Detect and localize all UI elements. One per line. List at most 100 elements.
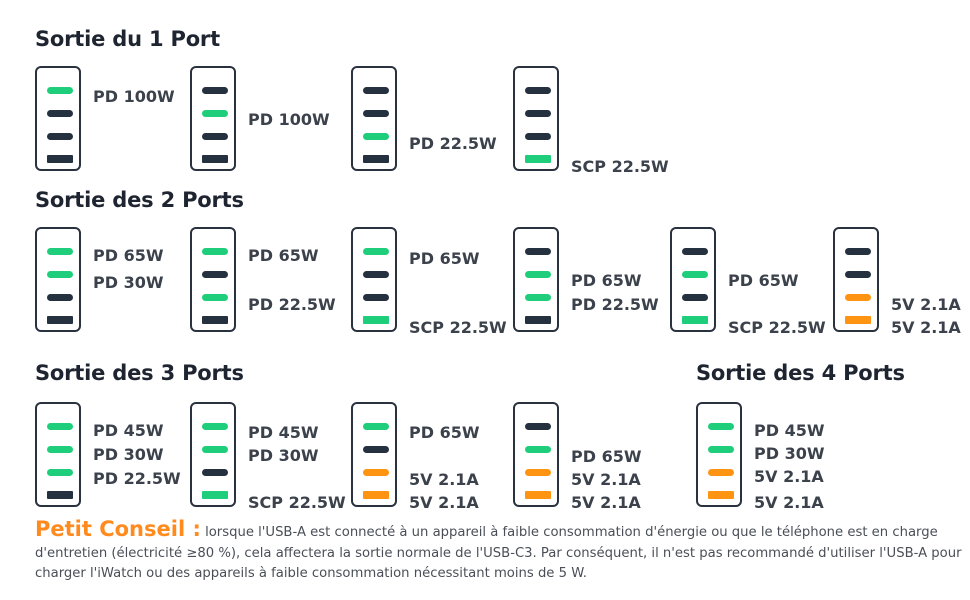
port-output-label: SCP 22.5W [728, 318, 826, 337]
port-output-label: 5V 2.1A [891, 295, 961, 314]
port-output-label: 5V 2.1A [409, 470, 479, 489]
usb-a-port-slot [525, 316, 551, 324]
usb-a-port-slot [47, 491, 73, 499]
port-output-label: PD 65W [728, 271, 799, 290]
section-title-3-ports: Sortie des 3 Ports [35, 361, 244, 385]
usb-c2-port-slot [682, 271, 708, 278]
charger-3 [351, 66, 397, 171]
port-output-label: PD 100W [248, 110, 330, 129]
port-output-label: PD 45W [754, 421, 825, 440]
port-output-label: PD 30W [248, 446, 319, 465]
port-output-label: PD 45W [248, 423, 319, 442]
usb-c1-port-slot [47, 423, 73, 430]
charger-7 [351, 227, 397, 332]
usb-c2-port-slot [202, 446, 228, 453]
usb-a-port-slot [845, 316, 871, 324]
usb-c2-port-slot [363, 110, 389, 117]
charger-4 [513, 66, 559, 171]
usb-a-port-slot [682, 316, 708, 324]
usb-c3-port-slot [363, 294, 389, 301]
usb-c3-port-slot [525, 469, 551, 476]
usb-c2-port-slot [363, 446, 389, 453]
usb-c1-port-slot [47, 248, 73, 255]
usb-a-port-slot [202, 491, 228, 499]
charger-2 [190, 66, 236, 171]
usb-a-port-slot [47, 155, 73, 163]
usb-c3-port-slot [363, 133, 389, 140]
port-output-label: PD 30W [93, 273, 164, 292]
usb-c2-port-slot [202, 110, 228, 117]
usb-c2-port-slot [525, 271, 551, 278]
usb-c2-port-slot [47, 110, 73, 117]
usb-c3-port-slot [525, 294, 551, 301]
port-output-label: 5V 2.1A [754, 467, 824, 486]
usb-c2-port-slot [708, 446, 734, 453]
tip-text: lorsque l'USB-A est connecté à un appare… [35, 525, 962, 581]
usb-c1-port-slot [202, 423, 228, 430]
charger-1 [35, 66, 81, 171]
usb-c2-port-slot [47, 446, 73, 453]
charger-11 [35, 402, 81, 507]
usb-c3-port-slot [202, 294, 228, 301]
section-title-4-ports: Sortie des 4 Ports [696, 361, 905, 385]
usb-c3-port-slot [708, 469, 734, 476]
usb-c3-port-slot [47, 469, 73, 476]
usb-c1-port-slot [47, 87, 73, 94]
port-output-label: PD 22.5W [93, 469, 181, 488]
section-title-2-ports: Sortie des 2 Ports [35, 188, 244, 212]
usb-c2-port-slot [525, 446, 551, 453]
usb-c3-port-slot [47, 294, 73, 301]
port-output-label: 5V 2.1A [891, 318, 961, 337]
port-output-label: PD 100W [93, 87, 175, 106]
port-output-label: PD 45W [93, 421, 164, 440]
usb-c1-port-slot [525, 248, 551, 255]
charger-12 [190, 402, 236, 507]
usb-c1-port-slot [525, 87, 551, 94]
port-output-label: PD 65W [93, 246, 164, 265]
usb-c3-port-slot [682, 294, 708, 301]
port-output-label: PD 65W [248, 246, 319, 265]
charger-8 [513, 227, 559, 332]
charger-6 [190, 227, 236, 332]
port-output-label: 5V 2.1A [754, 493, 824, 512]
usb-c1-port-slot [363, 87, 389, 94]
usb-a-port-slot [47, 316, 73, 324]
port-output-label: SCP 22.5W [248, 493, 346, 512]
port-output-label: PD 65W [409, 249, 480, 268]
usb-a-port-slot [708, 491, 734, 499]
charger-14 [513, 402, 559, 507]
usb-a-port-slot [363, 316, 389, 324]
port-output-label: PD 65W [409, 423, 480, 442]
usb-c1-port-slot [525, 423, 551, 430]
tip: Petit Conseil : lorsque l'USB-A est conn… [35, 519, 965, 585]
usb-c2-port-slot [202, 271, 228, 278]
charger-15 [696, 402, 742, 507]
usb-c2-port-slot [845, 271, 871, 278]
usb-c3-port-slot [47, 133, 73, 140]
usb-a-port-slot [363, 155, 389, 163]
usb-c2-port-slot [47, 271, 73, 278]
charger-10 [833, 227, 879, 332]
port-output-label: PD 22.5W [409, 134, 497, 153]
usb-c2-port-slot [525, 110, 551, 117]
port-output-label: 5V 2.1A [571, 493, 641, 512]
charger-9 [670, 227, 716, 332]
usb-a-port-slot [525, 155, 551, 163]
port-output-label: PD 22.5W [571, 295, 659, 314]
charger-13 [351, 402, 397, 507]
port-output-label: 5V 2.1A [409, 493, 479, 512]
port-output-label: 5V 2.1A [571, 470, 641, 489]
usb-c3-port-slot [525, 133, 551, 140]
section-title-1-port: Sortie du 1 Port [35, 27, 220, 51]
usb-c1-port-slot [363, 248, 389, 255]
usb-c3-port-slot [202, 469, 228, 476]
port-output-label: PD 30W [93, 445, 164, 464]
usb-c1-port-slot [202, 248, 228, 255]
usb-c1-port-slot [202, 87, 228, 94]
port-output-label: PD 65W [571, 447, 642, 466]
usb-c3-port-slot [202, 133, 228, 140]
usb-c3-port-slot [845, 294, 871, 301]
port-output-label: PD 65W [571, 271, 642, 290]
charger-5 [35, 227, 81, 332]
usb-c1-port-slot [363, 423, 389, 430]
